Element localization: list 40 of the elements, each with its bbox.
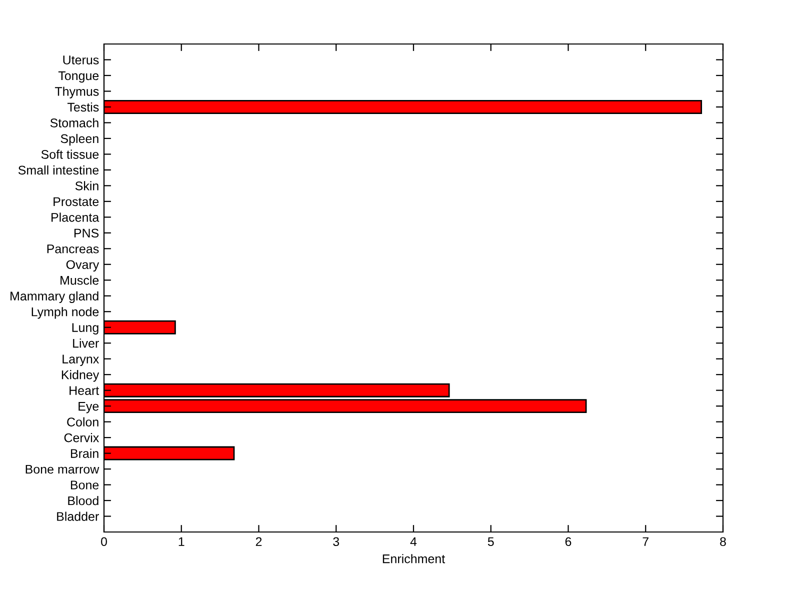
y-tick-label: Lymph node — [32, 307, 99, 319]
y-tick-label: Mammary gland — [10, 291, 98, 303]
y-tick-label: Prostate — [54, 197, 99, 206]
y-tick-label: Ovary — [66, 260, 100, 272]
y-tick-label: Cervix — [64, 433, 100, 442]
x-tick-label: 5 — [488, 537, 494, 546]
y-tick-label: Skin — [75, 181, 98, 190]
y-tick-label: Eye — [78, 402, 99, 414]
y-tick-label: Testis — [67, 102, 99, 112]
y-tick-label: Muscle — [60, 276, 99, 285]
x-tick-label: 3 — [333, 537, 340, 546]
y-tick-label: Uterus — [63, 56, 99, 64]
x-tick-label: 0 — [101, 537, 107, 546]
y-tick-label: Blood — [68, 496, 98, 506]
x-tick-label: 4 — [410, 537, 417, 546]
y-tick-label: PNS — [74, 228, 99, 238]
y-tick-label: Pancreas — [47, 244, 99, 254]
y-tick-label: Lung — [72, 323, 98, 334]
x-tick-label: 2 — [256, 537, 262, 546]
y-tick-label: Larynx — [62, 354, 100, 366]
x-tick-label: 1 — [178, 537, 184, 546]
y-tick-label: Tongue — [58, 71, 99, 83]
y-tick-label: Bladder — [57, 512, 99, 521]
y-tick-label: Kidney — [62, 370, 100, 382]
y-tick-label: Colon — [67, 417, 98, 426]
y-tick-label: Spleen — [60, 134, 98, 146]
x-tick-label: 6 — [565, 537, 572, 546]
y-tick-label: Bone — [70, 480, 99, 490]
y-tick-label: Stomach — [50, 118, 98, 128]
x-tick-label: 8 — [720, 537, 726, 546]
y-tick-label: Heart — [70, 386, 100, 395]
y-tick-label: Liver — [73, 338, 99, 348]
x-axis-title: Enrichment — [382, 554, 446, 564]
y-tick-label: Bone marrow — [26, 464, 100, 474]
y-tick-label: Soft tissue — [41, 150, 99, 159]
y-tick-label: Small intestine — [18, 165, 99, 175]
y-tick-label: Brain — [70, 448, 98, 458]
y-tick-label: Thymus — [54, 86, 99, 98]
x-tick-label: 7 — [642, 537, 648, 546]
y-tick-label: Placenta — [52, 212, 100, 222]
